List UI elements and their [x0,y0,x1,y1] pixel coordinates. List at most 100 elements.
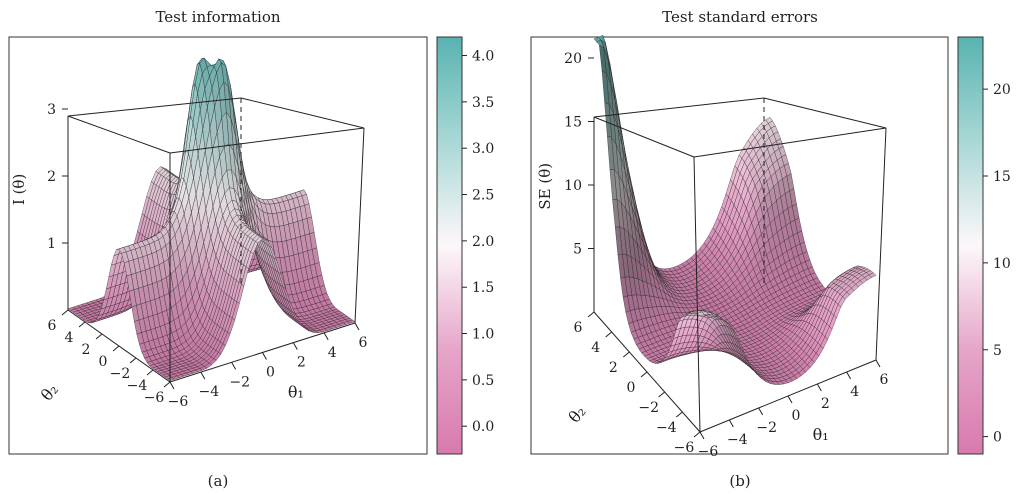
y-tick [61,309,69,316]
y-tick [676,411,683,418]
panel-b-caption: (b) [729,472,750,490]
x-tick [728,419,734,428]
x-tick-label: 6 [880,372,889,388]
x-tick [787,395,793,404]
y-tick [587,311,595,318]
panel-a: Test information −6−4−20246−6−4−20246123… [8,8,494,490]
y-tick-label: −4 [127,378,148,394]
y-tick-label: −2 [110,366,131,382]
x-tick-label: 2 [821,396,830,412]
x-tick [354,322,360,331]
colorbar-tick-label: 3.5 [472,95,494,111]
cube-edge [693,127,887,158]
colorbar-tick-label: 1.0 [472,327,494,343]
x-tick-label: −6 [698,444,719,460]
cube-edge [593,97,765,118]
cube-edge [593,116,695,158]
x-tick-label: −2 [756,420,777,436]
panel-b-surface [593,35,877,385]
x-tick [231,362,237,370]
y-tick [658,391,665,398]
z-tick-label: 1 [47,236,56,252]
panel-a-colorbar: 0.0 0.5 1.0 1.5 2.0 2.5 3.0 3.5 4.0 [436,36,494,455]
colorbar-tick-label: 10 [993,256,1011,272]
x-tick [323,332,329,341]
y-tick-label: −4 [656,420,677,436]
z-tick-label: 3 [47,102,56,118]
y-tick [640,371,648,378]
surface-patch [696,311,705,316]
x-tick-label: 0 [792,408,801,424]
y-tick-label: −2 [638,400,659,416]
y-tick-label: −6 [144,390,165,406]
x-tick-label: 0 [266,365,275,381]
colorbar-tick-label: 0 [993,430,1002,446]
y-tick-label: −6 [674,440,695,456]
x-tick-label: −4 [199,384,220,400]
colorbar-tick-label: 3.0 [472,141,494,157]
y-tick [112,345,120,352]
x-tick-label: −2 [229,374,250,390]
x-tick-label: 6 [359,335,368,351]
z-axis-label: SE (θ) [536,163,554,210]
y-tick [693,431,701,438]
panel-a-caption: (a) [208,472,229,490]
x-tick-label: −4 [727,432,748,448]
y-tick [78,321,86,328]
colorbar-frame [436,36,463,455]
cube-edge [875,127,887,361]
z-tick-label: 20 [564,51,582,67]
x-tick [200,371,206,380]
y-tick [129,357,137,364]
colorbar-gradient [437,37,462,454]
surface-patch [166,377,176,381]
y-tick [623,351,630,358]
colorbar-tick-label: 1.5 [472,280,494,296]
colorbar-tick-label: 2.0 [472,234,494,250]
z-tick-label: 5 [573,242,582,258]
cube-edge [763,97,887,129]
x-tick-label: −6 [168,394,189,410]
colorbar-tick-label: 4.0 [472,49,494,65]
x-tick [169,381,175,390]
x-tick [758,407,764,416]
y-tick-label: 0 [627,380,636,396]
cube-edge [169,127,365,154]
y-tick-label: 2 [82,342,91,358]
colorbar-tick-label: 2.5 [472,188,494,204]
x-tick [699,431,705,440]
colorbar-tick-label: 5 [993,343,1002,359]
colorbar-tick-label: 0.0 [472,419,494,435]
y-tick-label: 6 [48,318,57,334]
y-tick [146,369,154,376]
cube-edge [240,97,365,129]
y-tick-label: 2 [609,360,618,376]
x-tick [292,342,298,350]
colorbar-tick-label: 20 [993,82,1011,98]
colorbar-tick-label: 15 [993,169,1011,185]
panel-a-surface [67,57,356,381]
y-tick-label: 6 [574,320,583,336]
x-tick-label: 4 [850,384,859,400]
x-tick-label: 2 [297,355,306,371]
z-tick-label: 2 [47,169,56,185]
cube-edge [67,97,242,117]
z-axis-label: I (θ) [10,174,28,205]
x-tick [262,352,267,360]
y-tick-label: 4 [65,330,74,346]
cube-edge [354,127,365,324]
x-tick [875,359,881,368]
x-tick [816,383,822,392]
z-tick-label: 10 [564,178,582,194]
y-tick-label: 4 [591,340,600,356]
y-tick [605,331,612,338]
x-tick-label: 4 [328,345,337,361]
cube-edge [67,115,171,154]
panel-b-title: Test standard errors [662,8,818,26]
y-tick [163,381,171,388]
panel-a-title: Test information [155,8,280,26]
colorbar-frame [957,36,984,455]
panel-b-colorbar: 0 5 10 15 20 [957,36,1011,455]
